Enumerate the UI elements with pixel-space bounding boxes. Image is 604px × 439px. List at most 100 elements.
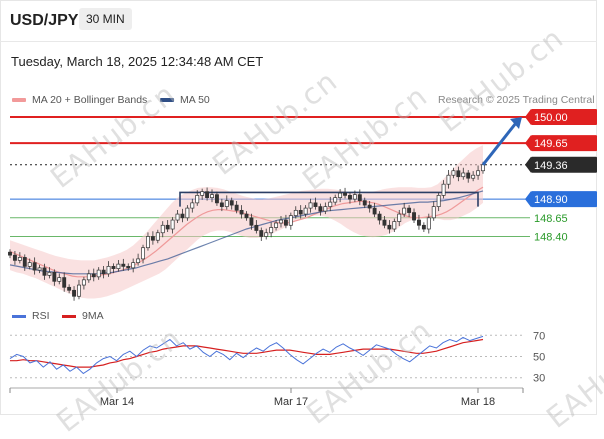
level-badge-pointer [525,191,531,208]
candle-body [416,219,421,226]
candle-body [387,224,392,230]
candle-body [343,192,347,196]
candle-body [426,217,431,230]
legend-item-rsi: RSI [12,310,50,322]
candle-body [8,251,12,256]
candle-body [436,195,441,207]
candle-body [338,192,343,198]
candle-body [471,174,476,179]
candle-body [293,209,298,216]
legend-swatch-9ma [62,314,76,318]
candle-body [333,197,338,203]
candle-body [150,236,155,241]
candle-body [234,204,239,211]
candle-body [446,174,451,185]
candle-body [77,284,81,297]
candle-body [244,213,249,219]
candle-body [106,266,111,275]
candle-body [86,273,91,281]
time-axis-label: Mar 18 [461,396,495,408]
candle-body [126,266,131,269]
candle-body [313,202,318,207]
candle-body [146,236,150,249]
candle-body [121,263,126,267]
rsi-line [9,335,484,375]
candle-body [32,262,37,271]
candle-body [274,222,279,228]
candle-body [210,194,214,198]
candle-body [461,172,466,178]
candle-body [382,219,387,226]
timeframe-badge[interactable]: 30 MIN [79,8,132,30]
candle-body [22,257,27,267]
candle-body [42,267,47,276]
candle-body [476,170,481,176]
candle-body [96,269,101,278]
candle-body [308,202,313,209]
candle-body [377,213,382,221]
candle-body [407,207,412,213]
candle-body [170,219,175,230]
candle-body [91,273,96,278]
candle-body [431,206,436,219]
candle-body [283,219,288,226]
candle-body [47,272,52,276]
candle-body [466,172,471,179]
candle-body [12,254,17,261]
candle-body [27,262,32,267]
candle-body [412,212,416,221]
bollinger-band [10,145,483,299]
legend-label-rsi: RSI [32,310,50,322]
candle-body [323,206,328,212]
level-badge [531,108,597,125]
candle-body [229,200,234,206]
candle-body [52,272,57,282]
chart-timestamp: Tuesday, March 18, 2025 12:34:48 AM CET [11,54,264,69]
candle-body [214,194,219,204]
candle-body [249,217,254,226]
candle-body [160,224,165,234]
legend-label-ma50: MA 50 [180,94,210,106]
level-label: 150.00 [534,112,568,124]
candle-body [190,202,195,209]
legend-label-ma20: MA 20 + Bollinger Bands [32,94,148,106]
candle-body [111,266,116,269]
candle-body [180,213,185,219]
candle-body [67,286,72,291]
level-badge-pointer [525,108,531,125]
candle-body [116,263,121,269]
level-badge [531,156,597,173]
candle-body [352,194,357,200]
candle-body [155,232,160,241]
candle-body [239,209,244,215]
candle-body [279,219,283,224]
rsi-tick-label: 30 [533,373,545,385]
candle-body [264,232,269,237]
level-badge-pointer [525,135,531,152]
legend-item-ma20: MA 20 + Bollinger Bands [12,94,147,106]
candle-body [451,170,456,176]
candle-body [362,200,367,206]
candle-body [254,224,259,231]
candle-body [81,279,86,286]
time-axis-label: Mar 17 [274,396,308,408]
level-badge [531,135,597,152]
legend-swatch-ma50 [160,98,174,102]
candle-body [303,207,308,215]
level-label: 149.36 [534,160,568,172]
candle-body [219,202,224,207]
time-axis-label: Mar 14 [100,396,134,408]
rsi-tick-label: 70 [533,330,545,342]
candle-body [397,213,402,222]
chart-header: USD/JPY 30 MIN [0,0,597,42]
legend-swatch-ma20 [12,98,26,102]
price-chart: 70 50 30 150.00 149.65 149.36 148.90 148.65 148… [8,108,597,408]
candle-body [298,209,303,215]
candle-body [131,262,136,269]
candle-body [165,224,170,230]
candle-body [141,247,145,260]
forecast-arrow [481,122,518,166]
level-label: 149.65 [534,138,568,150]
candle-body [259,230,264,237]
candle-body [357,194,362,201]
